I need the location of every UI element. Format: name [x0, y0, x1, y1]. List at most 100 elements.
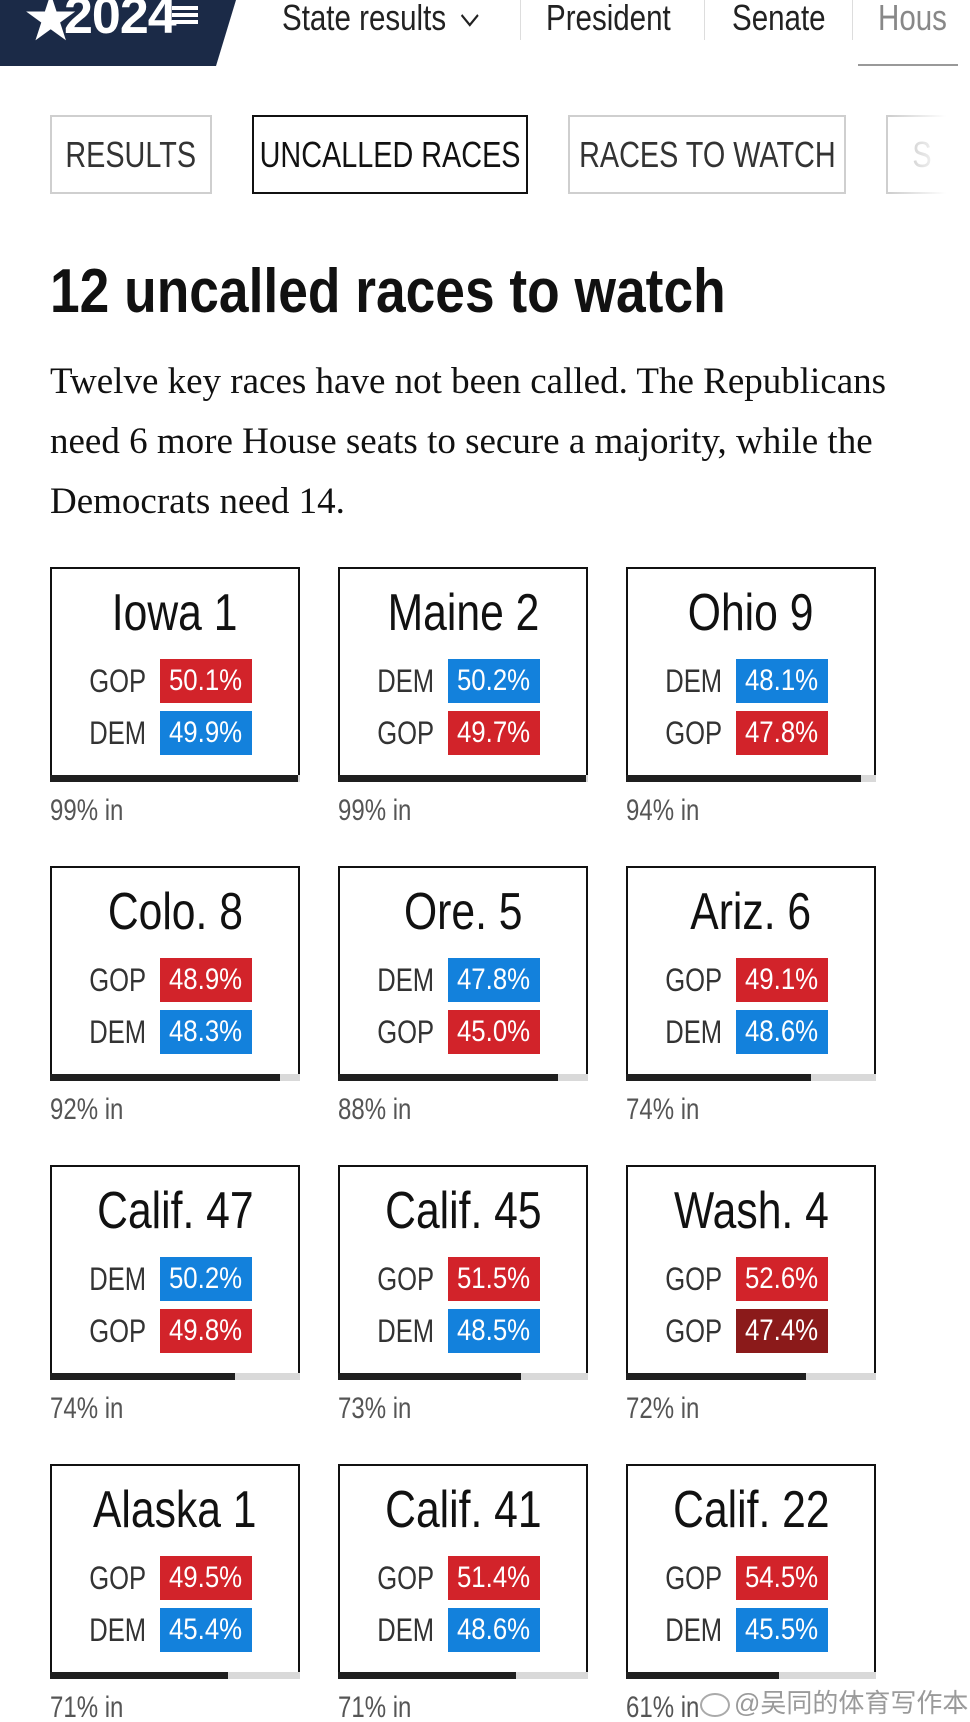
race-title: Calif. 45: [340, 1181, 586, 1241]
candidate-row: GOP 50.1%: [52, 659, 298, 703]
party-label: DEM: [665, 1612, 722, 1648]
vote-share-value: 45.0%: [457, 1015, 531, 1048]
party-label: DEM: [665, 663, 722, 699]
vote-share-badge: 48.3%: [160, 1010, 252, 1054]
candidate-row: GOP 49.5%: [52, 1556, 298, 1600]
party-label: DEM: [89, 715, 146, 751]
tab-uncalled-races-label: UNCALLED RACES: [259, 133, 521, 175]
race-card[interactable]: Calif. 41 GOP 51.4% DEM 48.6%: [338, 1464, 588, 1679]
race-card[interactable]: Iowa 1 GOP 50.1% DEM 49.9%: [50, 567, 300, 782]
race-title-text: Iowa 1: [112, 584, 238, 642]
race-title: Iowa 1: [52, 583, 298, 643]
vote-share-value: 50.2%: [169, 1262, 243, 1295]
vote-share-value: 48.5%: [457, 1314, 531, 1347]
vote-share-value: 51.5%: [457, 1262, 531, 1295]
party-label: GOP: [377, 715, 434, 751]
party-label: DEM: [377, 962, 434, 998]
watermark: @吴同的体育写作本: [700, 1688, 968, 1718]
vote-share-value: 47.8%: [745, 716, 819, 749]
candidate-row: DEM 50.2%: [340, 659, 586, 703]
reporting-progress-fill: [626, 1373, 806, 1380]
race-title: Calif. 47: [52, 1181, 298, 1241]
race-card[interactable]: Calif. 22 GOP 54.5% DEM 45.5%: [626, 1464, 876, 1679]
vote-share-value: 48.9%: [169, 963, 243, 996]
party-label: GOP: [89, 1313, 146, 1349]
race-card[interactable]: Calif. 47 DEM 50.2% GOP 49.8%: [50, 1165, 300, 1380]
vote-share-value: 48.6%: [745, 1015, 819, 1048]
page-title: 12 uncalled races to watch: [50, 257, 726, 326]
reporting-label: 74% in: [626, 1093, 700, 1126]
vote-share-badge: 47.4%: [736, 1309, 828, 1353]
tab-results[interactable]: RESULTS: [50, 115, 212, 194]
race-title-text: Wash. 4: [673, 1182, 829, 1240]
candidate-row: DEM 48.3%: [52, 1010, 298, 1054]
vote-share-badge: 50.2%: [448, 659, 540, 703]
election-2024-logo[interactable]: ★ 2024: [0, 0, 236, 66]
reporting-progress-fill: [50, 775, 298, 782]
tab-races-to-watch-label: RACES TO WATCH: [578, 133, 836, 175]
party-label: DEM: [377, 663, 434, 699]
reporting-progress-fill: [338, 1074, 558, 1081]
candidate-row: DEM 48.6%: [628, 1010, 874, 1054]
reporting-label: 71% in: [338, 1691, 412, 1722]
party-label: GOP: [89, 962, 146, 998]
race-card[interactable]: Colo. 8 GOP 48.9% DEM 48.3%: [50, 866, 300, 1081]
race-title: Colo. 8: [52, 882, 298, 942]
race-title-text: Calif. 45: [384, 1182, 542, 1240]
vote-share-badge: 51.4%: [448, 1556, 540, 1600]
vote-share-value: 47.4%: [745, 1314, 819, 1347]
tab-uncalled-races[interactable]: UNCALLED RACES: [252, 115, 528, 194]
reporting-progress-bar: [626, 1672, 876, 1679]
nav-senate[interactable]: Senate: [732, 0, 826, 38]
vote-share-value: 49.8%: [169, 1314, 243, 1347]
race-card[interactable]: Ohio 9 DEM 48.1% GOP 47.8%: [626, 567, 876, 782]
reporting-progress-bar: [50, 775, 300, 782]
tab-scroll-fade: [890, 110, 970, 200]
reporting-progress-bar: [626, 1074, 876, 1081]
tab-races-to-watch[interactable]: RACES TO WATCH: [568, 115, 846, 194]
reporting-progress-fill: [50, 1074, 280, 1081]
party-label: GOP: [377, 1014, 434, 1050]
nav-house[interactable]: Hous: [878, 0, 947, 38]
candidate-row: DEM 48.5%: [340, 1309, 586, 1353]
race-card[interactable]: Maine 2 DEM 50.2% GOP 49.7%: [338, 567, 588, 782]
reporting-label: 92% in: [50, 1093, 124, 1126]
reporting-label: 73% in: [338, 1392, 412, 1425]
chevron-down-icon: [460, 14, 479, 28]
race-card[interactable]: Ore. 5 DEM 47.8% GOP 45.0%: [338, 866, 588, 1081]
vote-share-value: 49.9%: [169, 716, 243, 749]
nav-president[interactable]: President: [546, 0, 671, 38]
reporting-label: 61% in: [626, 1691, 700, 1722]
nav-state-results-label: State results: [282, 0, 447, 38]
party-label: GOP: [665, 1313, 722, 1349]
reporting-progress-bar: [626, 1373, 876, 1380]
race-card[interactable]: Alaska 1 GOP 49.5% DEM 45.4%: [50, 1464, 300, 1679]
race-card[interactable]: Calif. 45 GOP 51.5% DEM 48.5%: [338, 1165, 588, 1380]
vote-share-badge: 47.8%: [736, 711, 828, 755]
reporting-label: 94% in: [626, 794, 700, 827]
reporting-progress-bar: [50, 1074, 300, 1081]
vote-share-value: 50.2%: [457, 664, 531, 697]
race-card[interactable]: Wash. 4 GOP 52.6% GOP 47.4%: [626, 1165, 876, 1380]
race-title-text: Ariz. 6: [690, 883, 812, 941]
race-title-text: Alaska 1: [93, 1481, 257, 1539]
candidate-row: GOP 54.5%: [628, 1556, 874, 1600]
reporting-progress-fill: [50, 1373, 235, 1380]
nav-state-results[interactable]: State results: [282, 0, 481, 40]
race-card[interactable]: Ariz. 6 GOP 49.1% DEM 48.6%: [626, 866, 876, 1081]
party-label: GOP: [665, 715, 722, 751]
party-label: DEM: [377, 1313, 434, 1349]
reporting-progress-bar: [338, 1074, 588, 1081]
vote-share-badge: 51.5%: [448, 1257, 540, 1301]
party-label: GOP: [377, 1261, 434, 1297]
reporting-progress-bar: [626, 775, 876, 782]
race-title: Ohio 9: [628, 583, 874, 643]
candidate-row: DEM 45.4%: [52, 1608, 298, 1652]
reporting-progress-fill: [626, 1672, 779, 1679]
star-icon: ★: [22, 0, 80, 54]
race-title-text: Ore. 5: [403, 883, 523, 941]
vote-share-badge: 45.0%: [448, 1010, 540, 1054]
vote-share-value: 49.7%: [457, 716, 531, 749]
reporting-progress-fill: [50, 1672, 228, 1679]
candidate-row: GOP 49.7%: [340, 711, 586, 755]
